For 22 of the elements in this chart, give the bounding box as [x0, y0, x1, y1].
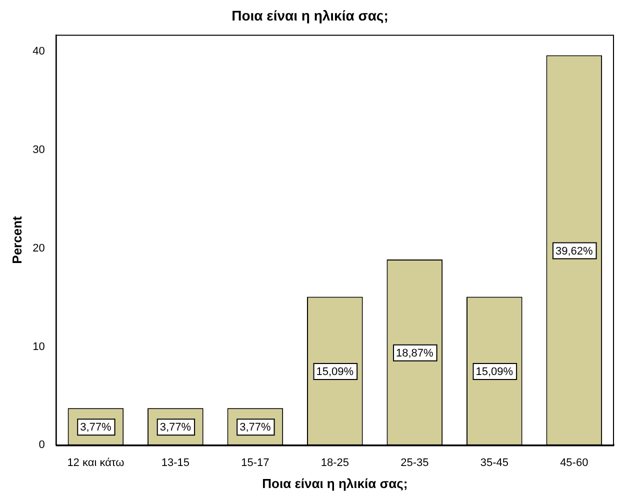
data-label: 15,09%	[316, 366, 354, 378]
x-tick-label: 35-45	[480, 456, 508, 469]
y-tick-label: 40	[32, 46, 45, 58]
data-label: 18,87%	[396, 347, 434, 360]
y-axis-title: Percent	[9, 215, 24, 264]
data-label: 3,77%	[160, 422, 192, 434]
x-tick-label: 25-35	[400, 456, 429, 469]
x-tick-label: 45-60	[560, 456, 588, 469]
y-tick-label: 10	[32, 340, 45, 353]
y-tick-label: 20	[32, 242, 45, 254]
x-tick-label: 15-17	[241, 456, 270, 469]
data-label: 15,09%	[476, 366, 514, 378]
data-label: 3,77%	[240, 422, 271, 434]
x-tick-label: 13-15	[161, 456, 190, 469]
x-axis-title: Ποια είναι η ηλικία σας;	[262, 476, 408, 491]
chart-title: Ποια είναι η ηλικία σας;	[232, 7, 388, 24]
data-label: 3,77%	[80, 422, 112, 434]
x-tick-label: 12 και κάτω	[67, 456, 125, 469]
data-label: 39,62%	[555, 245, 593, 258]
y-tick-label: 0	[38, 439, 45, 452]
x-tick-label: 18-25	[320, 456, 349, 469]
y-tick-label: 30	[32, 144, 45, 156]
